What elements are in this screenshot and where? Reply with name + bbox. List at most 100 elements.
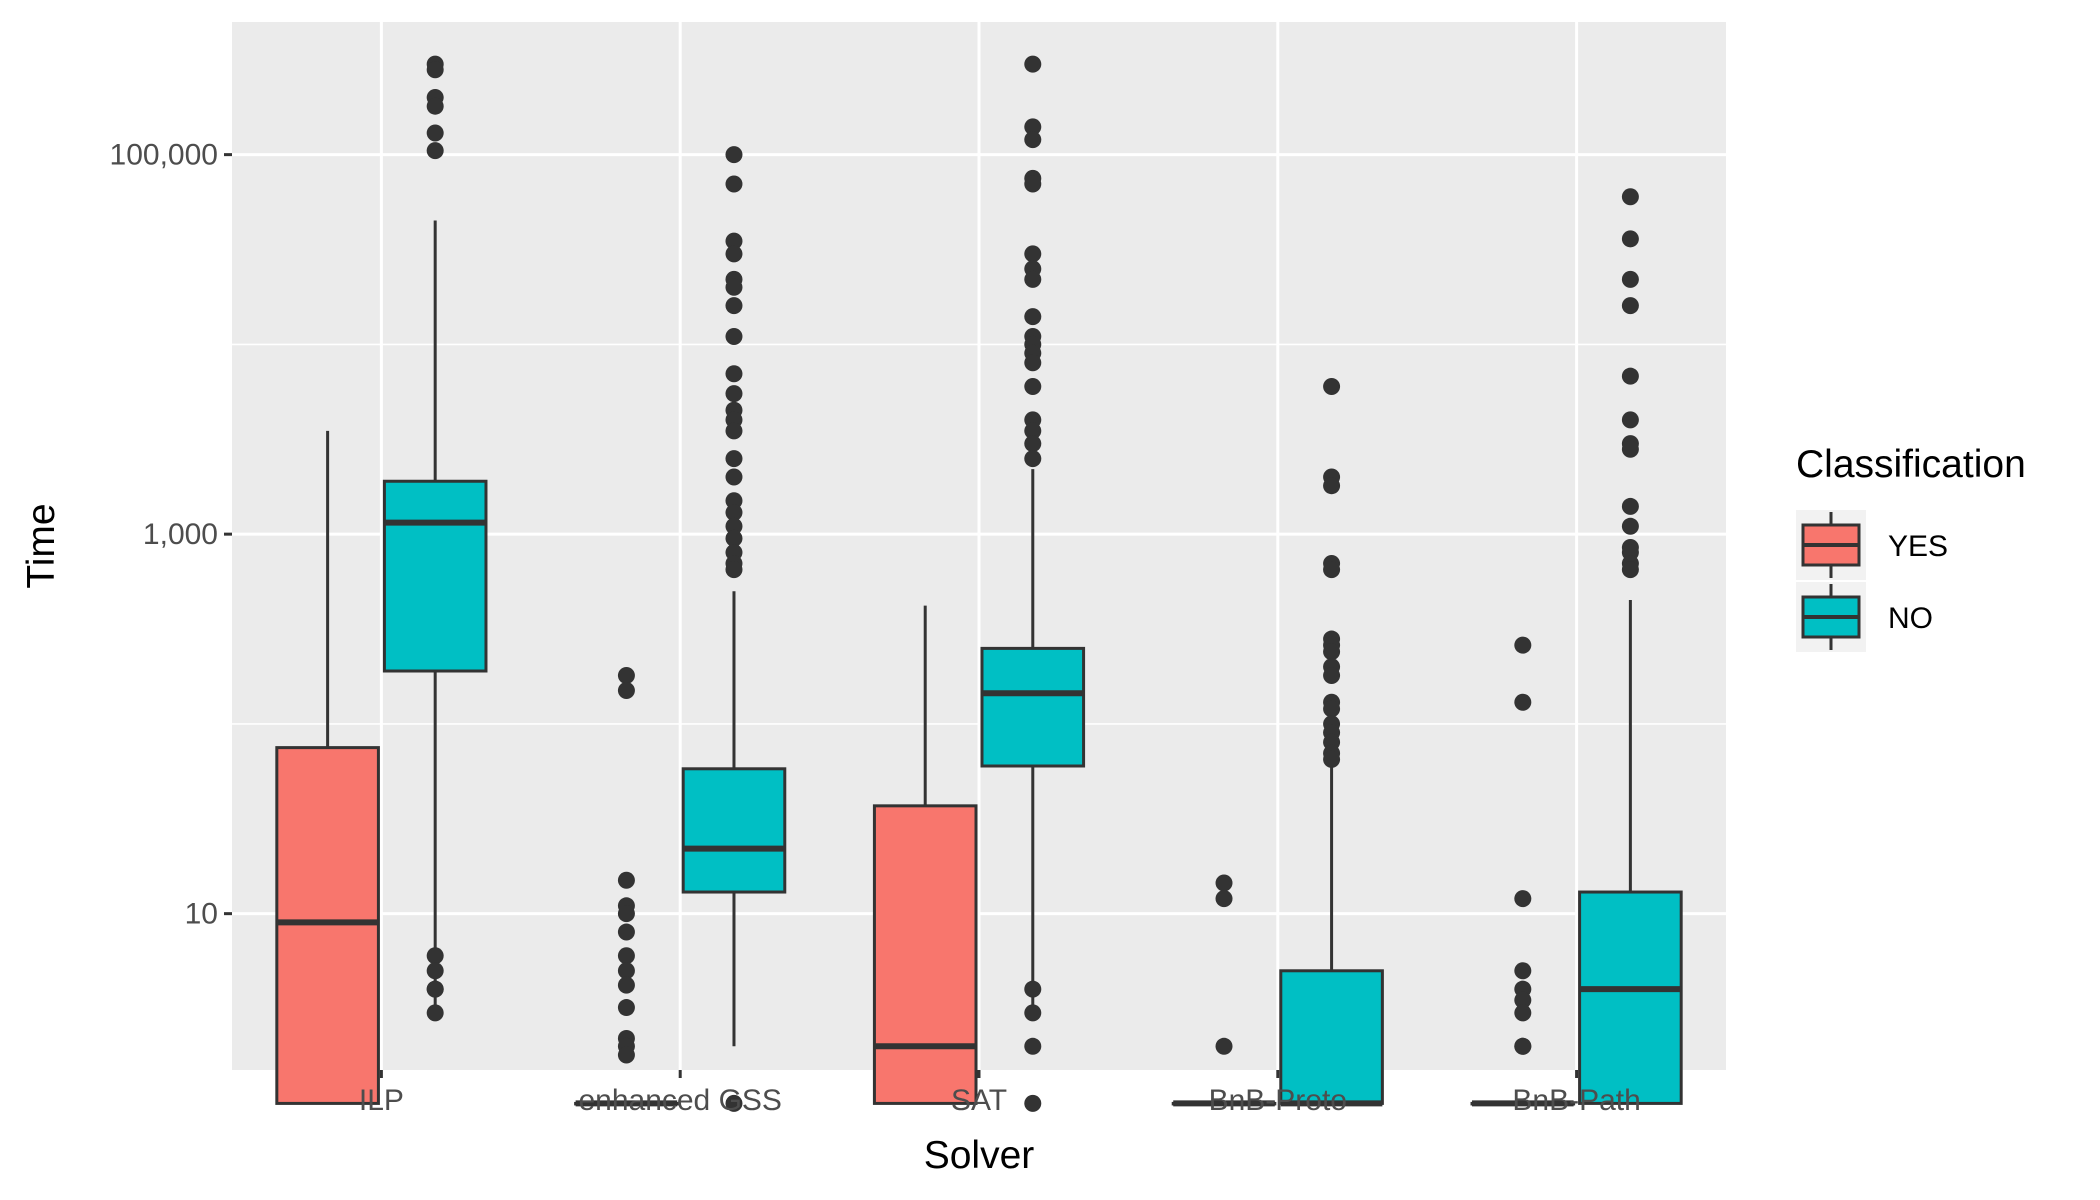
outlier-point bbox=[725, 492, 743, 510]
x-tick-label: ILP bbox=[359, 1084, 404, 1117]
outlier-point bbox=[1621, 440, 1639, 458]
outlier-point bbox=[1024, 131, 1042, 149]
outlier-point bbox=[1621, 188, 1639, 206]
box-body bbox=[1578, 890, 1683, 1105]
box-body bbox=[980, 646, 1086, 768]
box-body bbox=[872, 804, 978, 1105]
outlier-point bbox=[617, 905, 635, 923]
outlier-point bbox=[725, 504, 743, 522]
outlier-point bbox=[1215, 890, 1233, 908]
legend-keys: YES NO bbox=[1796, 510, 1948, 652]
box-yes-ilp bbox=[275, 430, 380, 1105]
outlier-point bbox=[1323, 666, 1341, 684]
x-axis-title: Solver bbox=[924, 1134, 1035, 1177]
legend-key-yes: YES bbox=[1796, 510, 1948, 580]
x-tick-label: enhanced GSS bbox=[578, 1084, 781, 1117]
legend-label: NO bbox=[1888, 602, 1933, 635]
y-tick-label: 100,000 bbox=[110, 139, 218, 172]
box-no-bnb-path bbox=[1578, 188, 1683, 1105]
outlier-point bbox=[1024, 450, 1042, 468]
outlier-point bbox=[426, 142, 444, 160]
y-tick-label: 1,000 bbox=[143, 518, 218, 551]
x-tick-label: BnB-Path bbox=[1512, 1084, 1640, 1117]
outlier-point bbox=[426, 962, 444, 980]
outlier-point bbox=[1514, 1004, 1532, 1022]
outlier-point bbox=[1621, 367, 1639, 385]
box-yes-bnb-path bbox=[1470, 636, 1576, 1107]
outlier-point bbox=[426, 124, 444, 142]
outlier-point bbox=[725, 529, 743, 547]
box-no-enhanced-gss bbox=[681, 146, 787, 1112]
outlier-point bbox=[1215, 874, 1233, 892]
outlier-point bbox=[617, 1046, 635, 1064]
outlier-point bbox=[1323, 561, 1341, 579]
outlier-point bbox=[725, 328, 743, 346]
outlier-point bbox=[725, 385, 743, 403]
outlier-point bbox=[1514, 890, 1532, 908]
outlier-point bbox=[725, 232, 743, 250]
outlier-point bbox=[617, 976, 635, 994]
legend-title: Classification bbox=[1796, 443, 2026, 486]
x-tick-label: SAT bbox=[951, 1084, 1007, 1117]
outlier-point bbox=[617, 947, 635, 965]
outlier-point bbox=[725, 175, 743, 193]
outlier-point bbox=[1514, 636, 1532, 654]
outlier-point bbox=[725, 468, 743, 486]
outlier-point bbox=[1323, 643, 1341, 661]
outlier-point bbox=[725, 297, 743, 315]
outlier-point bbox=[426, 947, 444, 965]
outlier-point bbox=[1024, 1094, 1042, 1112]
x-axis: ILP enhanced GSS SAT BnB-Proto BnB-Path bbox=[359, 1070, 1641, 1117]
outlier-point bbox=[725, 1094, 743, 1112]
box-yes-enhanced-gss bbox=[574, 666, 679, 1107]
y-axis: 10 1,000 100,000 bbox=[110, 139, 232, 931]
outlier-point bbox=[1514, 693, 1532, 711]
outlier-point bbox=[725, 450, 743, 468]
outlier-point bbox=[725, 561, 743, 579]
outlier-point bbox=[1621, 230, 1639, 248]
outlier-point bbox=[1024, 55, 1042, 73]
outlier-point bbox=[617, 962, 635, 980]
outlier-point bbox=[725, 278, 743, 296]
outlier-point bbox=[1514, 962, 1532, 980]
legend-key-no: NO bbox=[1796, 582, 1933, 652]
box-body bbox=[275, 746, 380, 1105]
outlier-point bbox=[1323, 750, 1341, 768]
outlier-point bbox=[426, 1004, 444, 1022]
outlier-point bbox=[1024, 980, 1042, 998]
outlier-point bbox=[725, 422, 743, 440]
box-no-bnb-proto bbox=[1279, 377, 1384, 1107]
outlier-point bbox=[1024, 270, 1042, 288]
outlier-point bbox=[1215, 1037, 1233, 1055]
outlier-point bbox=[617, 871, 635, 889]
box-yes-sat bbox=[872, 605, 978, 1105]
outlier-point bbox=[1621, 297, 1639, 315]
outlier-point bbox=[1621, 497, 1639, 515]
legend-label: YES bbox=[1888, 530, 1948, 563]
outlier-point bbox=[1024, 308, 1042, 326]
outlier-point bbox=[1621, 411, 1639, 429]
x-tick-label: BnB-Proto bbox=[1209, 1084, 1347, 1117]
outlier-point bbox=[617, 681, 635, 699]
box-body bbox=[681, 767, 787, 894]
outlier-point bbox=[1514, 1037, 1532, 1055]
outlier-point bbox=[1024, 435, 1042, 453]
outlier-point bbox=[1024, 118, 1042, 136]
outlier-point bbox=[1514, 991, 1532, 1009]
outlier-point bbox=[1323, 477, 1341, 495]
outlier-point bbox=[1024, 175, 1042, 193]
outlier-point bbox=[1024, 377, 1042, 395]
legend: Classification YES NO bbox=[1796, 443, 2026, 652]
box-no-ilp bbox=[382, 55, 488, 1022]
outlier-point bbox=[617, 666, 635, 684]
outlier-point bbox=[1024, 245, 1042, 263]
outlier-point bbox=[1024, 1004, 1042, 1022]
outlier-point bbox=[725, 365, 743, 383]
box-no-sat bbox=[980, 55, 1086, 1112]
outlier-point bbox=[426, 61, 444, 79]
outlier-point bbox=[1024, 354, 1042, 372]
outlier-point bbox=[1024, 1037, 1042, 1055]
outlier-point bbox=[1621, 517, 1639, 535]
outlier-point bbox=[725, 146, 743, 164]
